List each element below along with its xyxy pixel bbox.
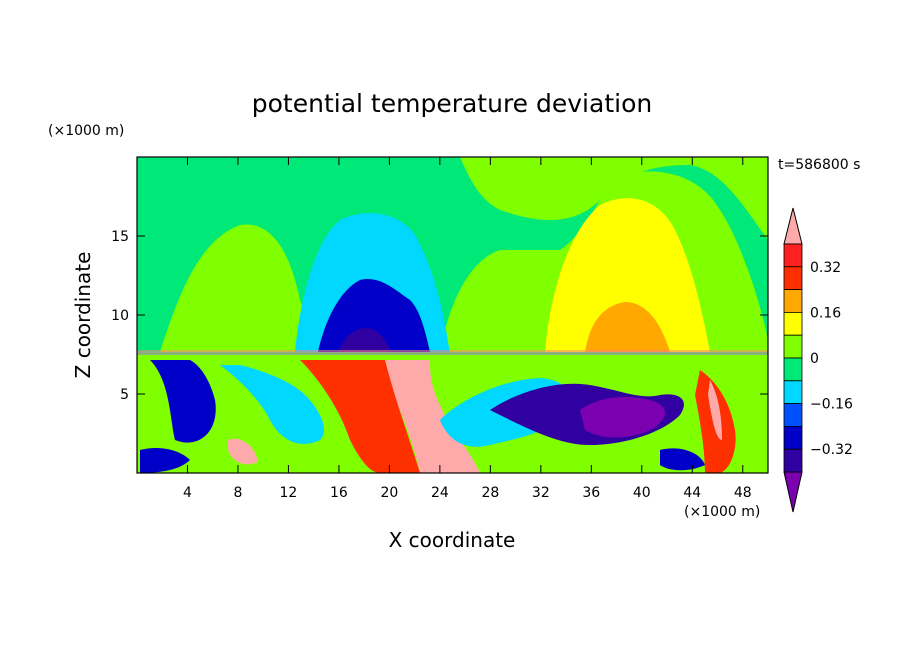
colorbar-label: 0 (810, 351, 819, 367)
colorbar-segment (783, 289, 803, 313)
lower-purple-core (580, 397, 665, 438)
x-tick-label: 24 (431, 485, 449, 501)
lower-pink-left (228, 438, 258, 465)
x-axis-ticks: 4 8 12 16 20 24 28 32 36 40 44 48 (183, 157, 752, 501)
x-tick-label: 4 (183, 485, 192, 501)
colorbar-label: 0.32 (810, 260, 841, 276)
colorbar-segment (783, 311, 803, 336)
colorbar-segment (783, 334, 803, 359)
inversion-line (137, 350, 768, 356)
colorbar: 0.32 0.16 0 −0.16 −0.32 (783, 207, 853, 513)
lower-cyan-left (220, 365, 325, 444)
y-axis-label: Z coordinate (71, 252, 95, 379)
x-tick-label: 8 (233, 485, 242, 501)
x-tick-label: 20 (380, 485, 398, 501)
x-tick-label: 16 (330, 485, 348, 501)
upper-yellow-plume (545, 198, 710, 352)
x-tick-label: 32 (532, 485, 550, 501)
lower-blue-bottom (140, 448, 190, 473)
lower-blue-left (150, 360, 216, 443)
colorbar-label: −0.16 (810, 397, 853, 413)
x-tick-label: 12 (280, 485, 298, 501)
y-tick-label: 10 (111, 308, 129, 324)
colorbar-segment (783, 403, 803, 427)
y-axis-ticks: 5 10 15 (111, 229, 768, 403)
upper-green-left (160, 224, 320, 352)
colorbar-extend-min (783, 471, 803, 513)
colorbar-segment (783, 380, 803, 404)
lower-pink-right (708, 380, 722, 440)
contour-field (137, 157, 768, 473)
chart-title: potential temperature deviation (252, 89, 652, 118)
colorbar-segment (783, 266, 803, 290)
x-tick-label: 40 (633, 485, 651, 501)
colorbar-extend-max (783, 207, 803, 245)
upper-orange-core (585, 302, 670, 352)
lower-red-plume (300, 360, 420, 473)
x-axis-label: X coordinate (389, 528, 516, 552)
upper-blue-core (318, 279, 430, 352)
x-tick-label: 28 (481, 485, 499, 501)
lower-pink-center (380, 360, 480, 473)
upper-green-top (460, 157, 768, 240)
colorbar-segment (783, 448, 803, 473)
upper-navy-core (338, 328, 392, 352)
x-tick-label: 48 (734, 485, 752, 501)
colorbar-label: −0.32 (810, 442, 853, 458)
colorbar-segment (783, 243, 803, 268)
y-tick-label: 5 (120, 387, 129, 403)
x-tick-label: 36 (582, 485, 600, 501)
lower-blue-right (660, 448, 705, 471)
colorbar-segment (783, 425, 803, 450)
y-tick-label: 15 (111, 229, 129, 245)
colorbar-label: 0.16 (810, 305, 841, 321)
x-axis-unit: (×1000 m) (684, 504, 760, 520)
y-axis-unit: (×1000 m) (48, 123, 124, 139)
colorbar-segment (783, 357, 803, 382)
time-label: t=586800 s (778, 157, 860, 173)
x-tick-label: 44 (683, 485, 701, 501)
